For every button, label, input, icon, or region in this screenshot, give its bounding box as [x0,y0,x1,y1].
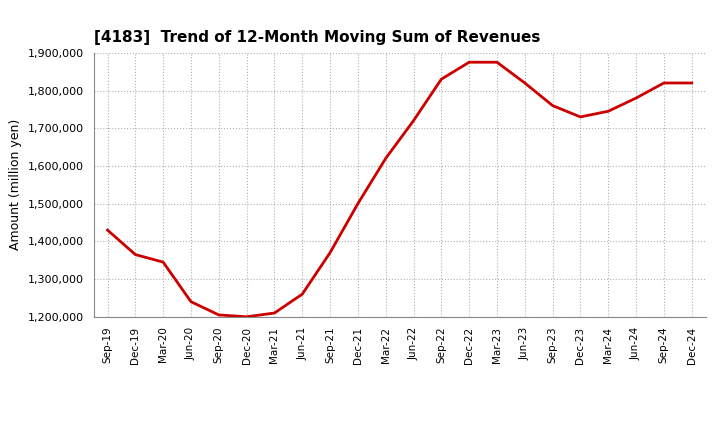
Text: [4183]  Trend of 12-Month Moving Sum of Revenues: [4183] Trend of 12-Month Moving Sum of R… [94,29,540,45]
Y-axis label: Amount (million yen): Amount (million yen) [9,119,22,250]
